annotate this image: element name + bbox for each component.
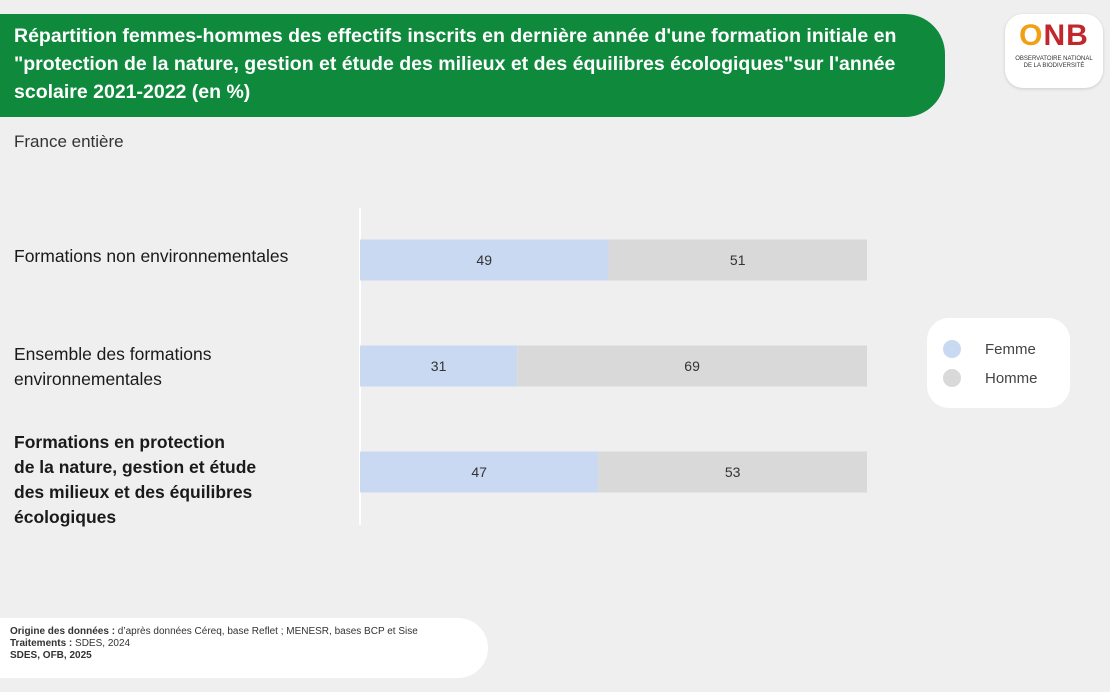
onb-logo: ONB OBSERVATOIRE NATIONAL DE LA BIODIVER…	[1005, 14, 1103, 88]
data-label-homme-2: 69	[684, 358, 700, 374]
data-label-femme-2: 31	[431, 358, 447, 374]
bar-homme-3	[598, 451, 867, 493]
data-label-homme-3: 53	[725, 464, 741, 480]
bar-homme-2	[517, 345, 867, 387]
legend-swatch-femme	[943, 340, 961, 358]
bar-femme-2	[360, 345, 518, 387]
legend: Femme Homme	[927, 318, 1070, 408]
bars-group: 49 51 31 69 47 53	[360, 239, 867, 493]
data-label-femme-1: 49	[476, 252, 492, 268]
source-credit: SDES, OFB, 2025	[10, 650, 92, 661]
bar-femme-3	[360, 451, 599, 493]
category-label-1: Formations non environnementales	[14, 246, 289, 266]
category-label-2: Ensemble des formations environnementale…	[14, 344, 212, 389]
bar-femme-1	[360, 239, 609, 281]
logo-mark: ONB	[1019, 19, 1089, 52]
source-treatment: Traitements : SDES, 2024	[10, 638, 131, 649]
legend-item-femme: Femme	[943, 339, 1036, 359]
source-origin: Origine des données : d’après données Cé…	[10, 626, 418, 637]
data-label-homme-1: 51	[730, 252, 746, 268]
legend-item-homme: Homme	[943, 368, 1038, 388]
category-label-3: Formations en protection de la nature, g…	[14, 432, 257, 527]
data-label-femme-3: 47	[471, 464, 487, 480]
logo-subtext: OBSERVATOIRE NATIONAL DE LA BIODIVERSITÉ	[1015, 56, 1093, 69]
legend-swatch-homme	[943, 369, 961, 387]
source-note: Origine des données : d’après données Cé…	[0, 618, 488, 678]
chart-subtitle: France entière	[14, 132, 124, 151]
bar-homme-1	[608, 239, 867, 281]
chart-title: Répartition femmes-hommes des effectifs …	[0, 14, 945, 117]
